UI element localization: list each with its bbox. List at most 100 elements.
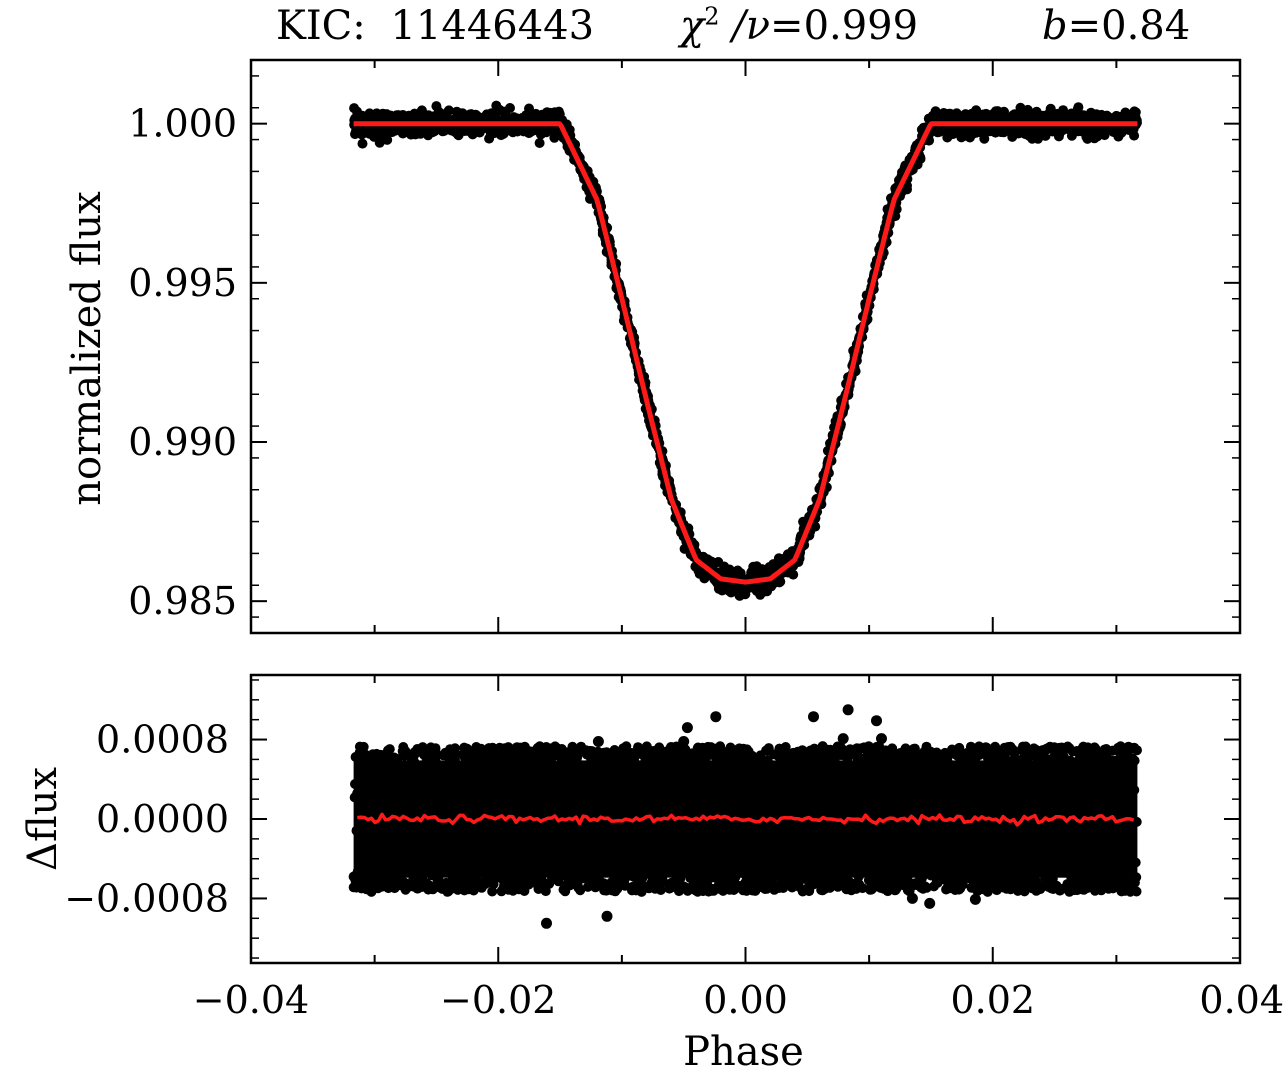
residual-point bbox=[1129, 742, 1140, 753]
residual-point bbox=[705, 869, 715, 880]
residual-point bbox=[825, 744, 836, 755]
residual-point bbox=[633, 840, 644, 851]
residual-point bbox=[938, 874, 949, 884]
residual-point bbox=[927, 864, 938, 875]
residual-point bbox=[1090, 854, 1101, 865]
residual-point bbox=[630, 765, 641, 776]
residual-point bbox=[577, 800, 588, 811]
observed-point bbox=[421, 111, 432, 122]
residual-point bbox=[815, 744, 826, 755]
residual-point bbox=[621, 868, 631, 879]
residual-point bbox=[627, 794, 638, 805]
residual-point bbox=[1065, 881, 1076, 892]
residual-point bbox=[401, 821, 412, 832]
residual-point bbox=[693, 800, 703, 811]
residual-point bbox=[784, 834, 794, 844]
residual-point bbox=[833, 778, 844, 789]
residual-point bbox=[1090, 885, 1100, 896]
residual-point bbox=[912, 770, 923, 781]
residual-point bbox=[382, 872, 392, 883]
residual-point bbox=[585, 862, 596, 873]
title-chi2: χ2 /ν=0.999 bbox=[680, 5, 918, 46]
residual-point bbox=[988, 832, 999, 843]
residual-point bbox=[536, 781, 547, 792]
residual-point bbox=[733, 749, 744, 760]
residual-point bbox=[900, 743, 911, 754]
residual-point bbox=[944, 749, 955, 760]
residual-point bbox=[847, 767, 858, 778]
residual-point bbox=[1017, 768, 1027, 779]
residual-point bbox=[1123, 771, 1134, 782]
residual-outlier-point bbox=[541, 917, 552, 929]
observed-point bbox=[525, 113, 536, 124]
residual-point bbox=[549, 742, 560, 753]
residual-point bbox=[810, 755, 821, 766]
title-kic-label: KIC: bbox=[276, 3, 366, 49]
residual-point bbox=[427, 884, 438, 895]
residual-point bbox=[649, 839, 660, 850]
residual-point bbox=[735, 763, 746, 774]
residual-point bbox=[511, 795, 522, 806]
residual-point bbox=[1029, 823, 1040, 834]
residual-point bbox=[1025, 750, 1036, 761]
residual-point bbox=[598, 777, 609, 788]
residual-point bbox=[800, 884, 811, 895]
residual-point bbox=[689, 752, 700, 763]
residual-point bbox=[866, 787, 877, 798]
residual-point bbox=[444, 799, 455, 810]
residual-point bbox=[358, 768, 368, 779]
residual-point bbox=[640, 818, 651, 829]
residual-point bbox=[357, 752, 368, 763]
residual-point bbox=[951, 821, 962, 832]
observed-point bbox=[451, 106, 462, 117]
residual-point bbox=[984, 806, 995, 817]
residual-point bbox=[490, 767, 501, 778]
residual-point bbox=[853, 871, 864, 882]
residual-point bbox=[685, 873, 696, 884]
residual-point bbox=[859, 742, 869, 753]
residual-point bbox=[730, 837, 741, 848]
residual-point bbox=[756, 824, 767, 835]
residual-point bbox=[902, 872, 913, 883]
residual-point bbox=[1101, 744, 1112, 754]
residual-point bbox=[865, 832, 876, 843]
residual-point bbox=[986, 847, 997, 857]
residual-point bbox=[403, 795, 414, 806]
residual-point bbox=[994, 778, 1005, 789]
residual-point bbox=[650, 856, 661, 867]
residual-point bbox=[1124, 877, 1135, 888]
residual-point bbox=[790, 858, 801, 869]
residual-point bbox=[612, 823, 623, 834]
residual-point bbox=[628, 856, 639, 867]
residual-point bbox=[720, 768, 731, 779]
residual-point bbox=[875, 805, 886, 816]
residual-point bbox=[753, 842, 764, 853]
residual-point bbox=[497, 793, 508, 804]
x-tick-label: 0.04 bbox=[1199, 978, 1284, 1022]
residual-point bbox=[803, 844, 814, 855]
residual-point bbox=[617, 845, 628, 856]
residual-point bbox=[445, 744, 456, 755]
residual-point bbox=[787, 842, 798, 853]
top-y-tick-label: 0.985 bbox=[128, 579, 237, 623]
residual-point bbox=[743, 882, 754, 892]
observed-point bbox=[372, 108, 382, 119]
residual-point bbox=[766, 880, 776, 891]
residual-point bbox=[423, 770, 434, 781]
residual-point bbox=[659, 779, 670, 790]
mean-residual-line bbox=[357, 812, 1135, 827]
residual-point bbox=[489, 751, 500, 762]
residual-outlier-point bbox=[678, 736, 690, 747]
residual-point bbox=[400, 829, 411, 840]
residual-point bbox=[824, 767, 835, 777]
residual-point bbox=[1087, 877, 1097, 887]
residual-point bbox=[714, 821, 724, 832]
residual-point bbox=[514, 873, 525, 883]
residual-point bbox=[870, 774, 880, 785]
residual-point bbox=[880, 826, 891, 837]
residual-point bbox=[413, 874, 424, 885]
residual-point bbox=[398, 750, 409, 760]
residual-point bbox=[1046, 883, 1057, 894]
